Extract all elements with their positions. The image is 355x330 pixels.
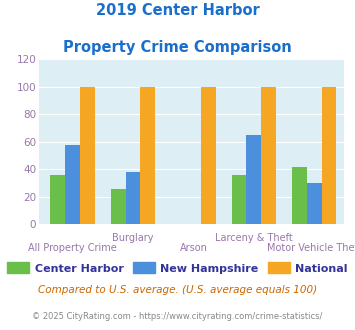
- Bar: [50, 175, 65, 224]
- Bar: [322, 87, 336, 224]
- Text: Compared to U.S. average. (U.S. average equals 100): Compared to U.S. average. (U.S. average …: [38, 285, 317, 295]
- Bar: [231, 175, 246, 224]
- Text: Burglary: Burglary: [112, 233, 154, 243]
- Bar: [126, 172, 140, 224]
- Bar: [80, 87, 95, 224]
- Text: © 2025 CityRating.com - https://www.cityrating.com/crime-statistics/: © 2025 CityRating.com - https://www.city…: [32, 312, 323, 321]
- Text: Arson: Arson: [179, 243, 207, 252]
- Bar: [246, 135, 261, 224]
- Bar: [292, 167, 307, 224]
- Legend: Center Harbor, New Hampshire, National: Center Harbor, New Hampshire, National: [3, 258, 352, 278]
- Text: Larceny & Theft: Larceny & Theft: [215, 233, 293, 243]
- Bar: [140, 87, 155, 224]
- Text: 2019 Center Harbor: 2019 Center Harbor: [95, 3, 260, 18]
- Text: All Property Crime: All Property Crime: [28, 243, 117, 252]
- Bar: [65, 145, 80, 224]
- Bar: [307, 183, 322, 224]
- Bar: [201, 87, 215, 224]
- Bar: [111, 189, 126, 224]
- Bar: [261, 87, 276, 224]
- Text: Property Crime Comparison: Property Crime Comparison: [63, 40, 292, 54]
- Text: Motor Vehicle Theft: Motor Vehicle Theft: [267, 243, 355, 252]
